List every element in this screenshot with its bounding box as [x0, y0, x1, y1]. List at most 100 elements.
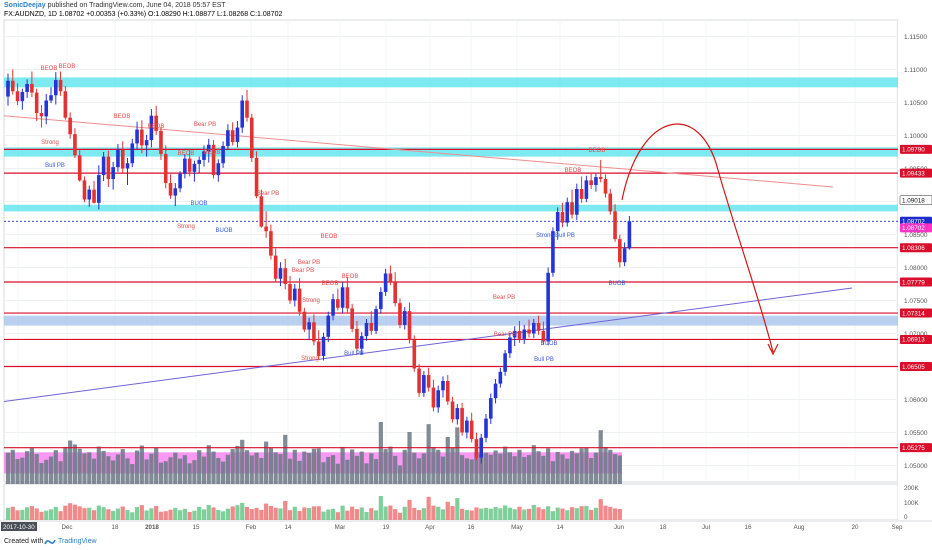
- volume-bar: [507, 452, 512, 484]
- candle-body: [92, 189, 96, 203]
- time-tick-label: Sep: [891, 524, 903, 531]
- candle-body: [579, 188, 584, 199]
- indicator-bar: [29, 506, 34, 520]
- candle-body: [125, 163, 130, 169]
- time-tick-label: Dec: [61, 524, 72, 531]
- candle-body: [82, 180, 87, 200]
- candle-body: [359, 336, 364, 349]
- symbol-label[interactable]: FX:AUDNZD, 1D: [4, 11, 57, 18]
- candle-body: [15, 91, 20, 102]
- annotation-label: BEOB: [321, 234, 338, 240]
- candle-body: [469, 420, 474, 440]
- candle-body: [106, 156, 111, 180]
- volume-bar: [541, 455, 546, 484]
- indicator-bar: [249, 508, 254, 520]
- indicator-bar: [82, 508, 87, 520]
- time-tick-label: 14: [557, 524, 564, 531]
- candle-body: [202, 151, 206, 160]
- volume-axis-label: 0: [904, 514, 908, 521]
- candle-body: [211, 144, 216, 176]
- candle-body: [455, 408, 460, 420]
- tradingview-link[interactable]: TradingView: [58, 538, 97, 545]
- level-price-tag: [900, 168, 932, 178]
- footer-bar: Created with TradingView: [0, 534, 932, 550]
- volume-bar: [201, 456, 207, 484]
- candle-body: [77, 155, 82, 181]
- author-link[interactable]: SonicDeejay: [4, 2, 46, 9]
- price-scale[interactable]: [898, 20, 932, 520]
- volume-bar: [154, 447, 159, 484]
- price-tick-label: 1.11000: [904, 67, 927, 74]
- volume-bar: [345, 459, 350, 484]
- indicator-bar: [488, 508, 493, 520]
- indicator-bar: [469, 510, 474, 520]
- level-price-tag: [900, 308, 932, 318]
- candle-body: [527, 329, 531, 334]
- indicator-bar: [154, 505, 159, 520]
- candle-body: [551, 231, 555, 273]
- candle-body: [87, 189, 92, 200]
- time-tick-label: 19: [383, 524, 390, 531]
- volume-bar: [25, 451, 30, 484]
- candle-body: [264, 226, 268, 232]
- volume-bar: [10, 449, 15, 484]
- annotation-label: BEOB: [589, 148, 606, 154]
- candle-body: [288, 284, 292, 301]
- time-tick-label: 18: [112, 524, 119, 531]
- candle-body: [555, 212, 560, 232]
- indicator-bar: [25, 507, 30, 520]
- publish-info: published on TradingView.com, June 04, 2…: [47, 2, 226, 9]
- level-price-tag-label: 1.06913: [902, 337, 925, 344]
- indicator-bar: [455, 498, 460, 520]
- candle-body: [369, 322, 374, 331]
- level-price-tag: [900, 362, 932, 371]
- time-tick-label: Jul: [702, 524, 710, 531]
- volume-bar: [522, 456, 527, 484]
- candle-body: [460, 408, 464, 433]
- indicator-bar: [149, 508, 154, 520]
- candle-body: [173, 188, 178, 196]
- indicator-bar: [192, 510, 197, 520]
- candle-body: [230, 130, 235, 143]
- indicator-bar: [503, 505, 508, 520]
- price-tick-label: 1.10500: [904, 100, 928, 107]
- indicator-bar: [221, 511, 226, 520]
- candle-body: [316, 341, 321, 356]
- candle-body: [10, 80, 15, 92]
- time-tick-label: Aug: [793, 524, 805, 531]
- volume-bar: [273, 452, 278, 484]
- volume-bar: [498, 453, 503, 484]
- level-price-tag-label: 1.09790: [902, 147, 925, 154]
- candle-body: [393, 282, 397, 304]
- candle-body: [34, 92, 39, 114]
- time-tick-label: Mar: [335, 524, 346, 531]
- indicator-bar: [617, 508, 622, 520]
- time-axis[interactable]: [0, 520, 932, 534]
- candle-body: [479, 437, 484, 458]
- candle-body: [355, 328, 359, 349]
- indicator-bar: [579, 506, 584, 520]
- indicator-bar: [364, 512, 369, 520]
- indicator-bar: [182, 508, 187, 520]
- indicator-bar: [225, 508, 230, 520]
- indicator-bar: [302, 507, 307, 520]
- volume-bar: [330, 455, 336, 484]
- candle-body: [321, 336, 326, 356]
- indicator-bar: [598, 499, 603, 520]
- volume-bar: [493, 450, 498, 484]
- volume-bar: [29, 448, 34, 484]
- indicator-bar: [130, 512, 135, 520]
- indicator-bar: [421, 508, 426, 520]
- candle-body: [259, 196, 264, 227]
- candle-body: [445, 381, 450, 402]
- level-price-tag-label: 1.07314: [902, 310, 925, 317]
- candle-body: [197, 159, 201, 164]
- indicator-bar: [412, 507, 417, 520]
- volume-bar: [464, 458, 469, 484]
- volume-bar: [321, 462, 326, 484]
- time-tick-label: 20: [852, 524, 859, 531]
- candle-body: [44, 100, 49, 117]
- price-tick-label: 1.05000: [904, 463, 928, 470]
- candle-body: [326, 315, 331, 337]
